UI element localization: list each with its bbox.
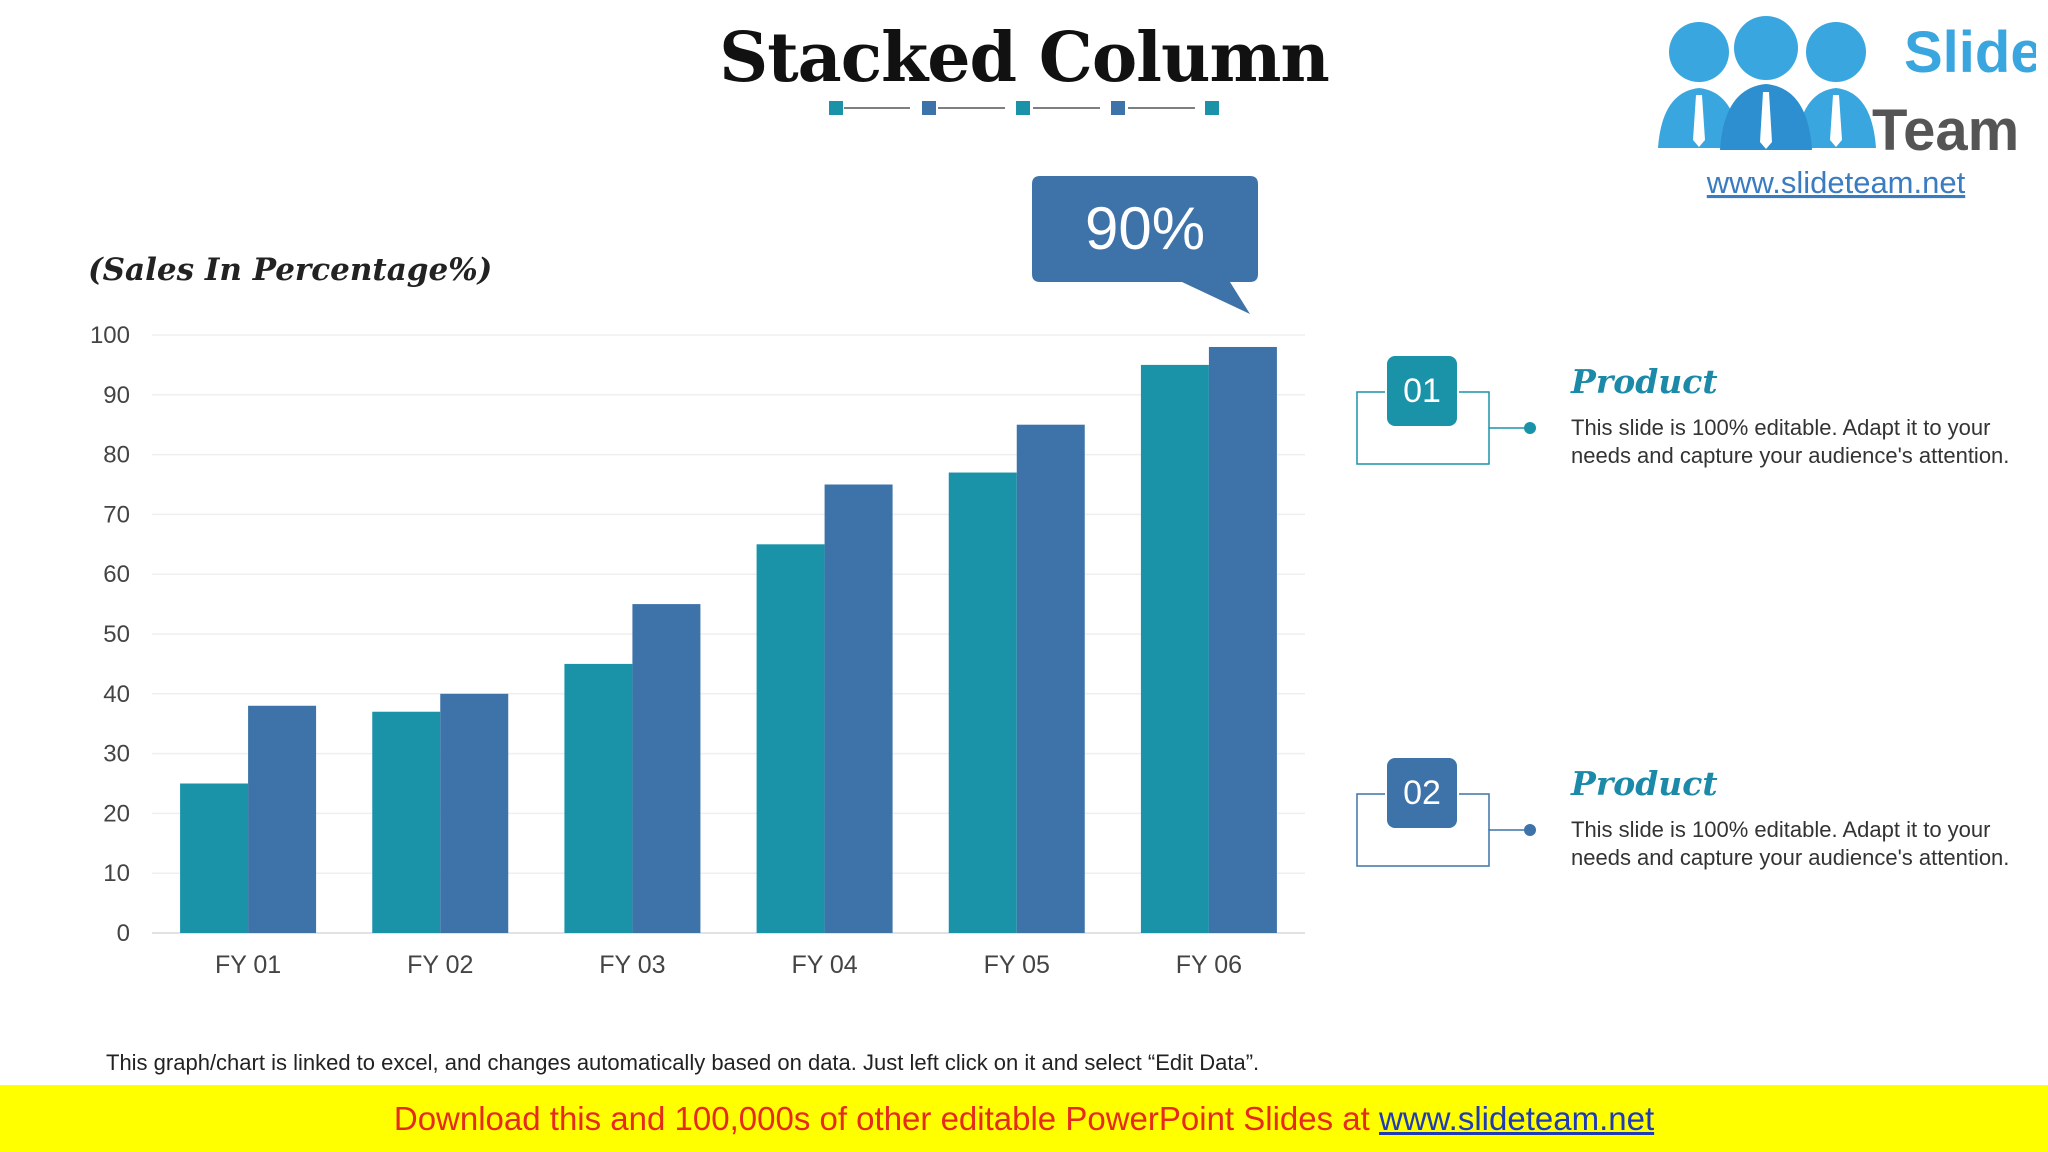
logo-word-2: Team xyxy=(1872,98,2019,163)
y-tick-label: 90 xyxy=(103,382,130,409)
x-tick-label: FY 02 xyxy=(407,951,473,979)
y-tick-label: 40 xyxy=(103,681,130,708)
bar-series-2 xyxy=(440,693,509,933)
banner-text: Download this and 100,000s of other edit… xyxy=(393,1100,1379,1137)
y-tick-label: 10 xyxy=(103,860,130,887)
item-number-1: 01 xyxy=(1387,356,1457,426)
item-title-2: Product xyxy=(1571,764,1718,803)
bar-series-1 xyxy=(180,783,249,933)
connector-1 xyxy=(1356,391,1536,465)
bar-series-2 xyxy=(1208,346,1277,934)
callout-bubble xyxy=(1032,176,1258,314)
bar-series-2 xyxy=(632,604,701,933)
y-tick-label: 20 xyxy=(103,800,130,827)
x-tick-label: FY 03 xyxy=(599,951,665,979)
bar-series-1 xyxy=(1140,364,1209,933)
x-tick-label: FY 05 xyxy=(984,951,1050,979)
title-divider xyxy=(829,101,1219,115)
info-item-1: 01 Product This slide is 100% editable. … xyxy=(1355,356,2035,506)
y-tick-label: 80 xyxy=(103,442,130,469)
download-banner: Download this and 100,000s of other edit… xyxy=(0,1085,2048,1152)
y-tick-label: 50 xyxy=(103,621,130,648)
y-tick-label: 30 xyxy=(103,741,130,768)
banner-link[interactable]: www.slideteam.net xyxy=(1379,1100,1655,1137)
item-number-2: 02 xyxy=(1387,758,1457,828)
logo-url[interactable]: www.slideteam.net xyxy=(1706,165,1966,200)
bar-series-1 xyxy=(948,472,1017,933)
item-desc-2: This slide is 100% editable. Adapt it to… xyxy=(1571,817,2010,870)
bar-series-1 xyxy=(756,544,825,933)
x-tick-label: FY 04 xyxy=(791,951,857,979)
y-axis-label: (Sales In Percentage%) xyxy=(88,252,493,288)
y-tick-label: 60 xyxy=(103,561,130,588)
item-desc-1: This slide is 100% editable. Adapt it to… xyxy=(1571,415,2010,468)
info-item-2: 02 Product This slide is 100% editable. … xyxy=(1355,758,2035,908)
bar-series-2 xyxy=(824,484,893,933)
x-tick-label: FY 01 xyxy=(215,951,281,979)
bar-series-1 xyxy=(564,663,633,933)
y-tick-label: 0 xyxy=(117,920,130,947)
x-tick-label: FY 06 xyxy=(1176,951,1242,979)
people-icon xyxy=(1658,16,1876,150)
item-title-1: Product xyxy=(1571,362,1718,401)
y-tick-label: 100 xyxy=(90,322,130,349)
footnote: This graph/chart is linked to excel, and… xyxy=(106,1050,1260,1075)
page-title: Stacked Column xyxy=(719,18,1330,98)
bar-series-2 xyxy=(248,705,317,933)
connector-2 xyxy=(1356,793,1536,867)
bar-series-2 xyxy=(1016,424,1085,933)
logo-word-1: Slide xyxy=(1904,20,2036,85)
slideteam-logo[interactable]: Slide Team www.slideteam.net xyxy=(1636,0,2036,200)
callout-value: 90% xyxy=(1084,195,1206,262)
bar-series-1 xyxy=(372,711,441,933)
y-tick-label: 70 xyxy=(103,501,130,528)
